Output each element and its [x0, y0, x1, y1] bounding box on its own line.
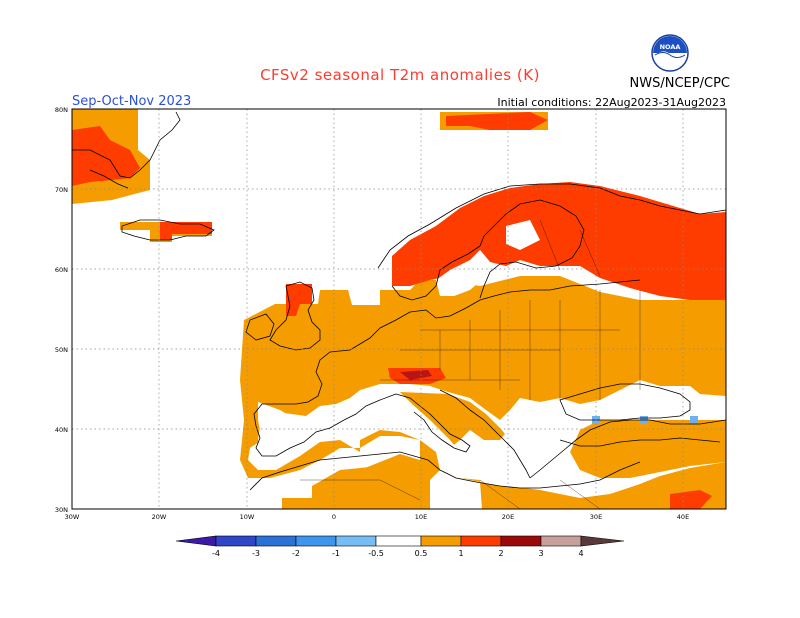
lon-label: 0	[332, 513, 336, 521]
colorbar-label: 2	[498, 549, 503, 558]
colorbar-segment	[175, 535, 217, 547]
anomaly-field-red	[72, 112, 726, 509]
colorbar-label: -0.5	[368, 549, 384, 558]
colorbar-segment	[500, 535, 542, 547]
lat-label: 60N	[55, 266, 68, 274]
lon-label: 40E	[677, 513, 689, 521]
lon-label: 20E	[502, 513, 514, 521]
map-background	[72, 109, 726, 509]
colorbar-segment	[215, 535, 257, 547]
map-frame	[71, 108, 727, 510]
colorbar-segment	[460, 535, 502, 547]
colorbar-label: -3	[252, 549, 260, 558]
latitude-labels: 80N 70N 60N 50N 40N 30N	[55, 106, 68, 514]
lat-label: 30N	[55, 506, 68, 514]
baltic-neutral	[436, 220, 540, 296]
colorbar-segment	[295, 535, 337, 547]
lat-label: 50N	[55, 346, 68, 354]
anomaly-field-light-blue	[592, 416, 698, 424]
colorbar-label: 1	[458, 549, 463, 558]
colorbar-segment	[540, 535, 582, 547]
colorbar-labels: -4 -3 -2 -1 -0.5 0.5 1 2 3 4	[212, 549, 584, 558]
map-title: CFSv2 seasonal T2m anomalies (K)	[260, 66, 540, 84]
colorbar-label: 0.5	[415, 549, 428, 558]
anomaly-field-dark-red	[400, 370, 432, 380]
coastlines	[72, 111, 727, 491]
colorbar	[175, 535, 625, 547]
lat-label: 70N	[55, 186, 68, 194]
gridlines	[72, 109, 726, 509]
lon-label: 10E	[415, 513, 427, 521]
colorbar-segment	[335, 535, 377, 547]
lon-label: 30E	[590, 513, 602, 521]
colorbar-label: -2	[292, 549, 300, 558]
season-label: Sep-Oct-Nov 2023	[72, 94, 192, 109]
colorbar-segment	[375, 535, 422, 547]
colorbar-label: -4	[212, 549, 220, 558]
agency-label: NWS/NCEP/CPC	[629, 76, 730, 91]
lat-label: 80N	[55, 106, 68, 114]
lon-label: 20W	[152, 513, 167, 521]
colorbar-label: 4	[578, 549, 583, 558]
longitude-labels: 30W 20W 10W 0 10E 20E 30E 40E	[65, 513, 690, 521]
anomaly-field-orange	[72, 109, 726, 509]
noaa-logo: NOAA	[651, 34, 689, 72]
country-borders	[300, 219, 641, 510]
lat-label: 40N	[55, 426, 68, 434]
colorbar-label: -1	[332, 549, 340, 558]
lon-label: 10W	[240, 513, 255, 521]
initial-conditions-label: Initial conditions: 22Aug2023-31Aug2023	[497, 96, 726, 109]
noaa-logo-text: NOAA	[660, 43, 681, 51]
colorbar-segment	[580, 535, 625, 547]
colorbar-segment	[255, 535, 297, 547]
anomaly-field-neutral	[258, 394, 600, 509]
colorbar-segment	[420, 535, 462, 547]
colorbar-label: 3	[538, 549, 543, 558]
lon-label: 30W	[65, 513, 80, 521]
